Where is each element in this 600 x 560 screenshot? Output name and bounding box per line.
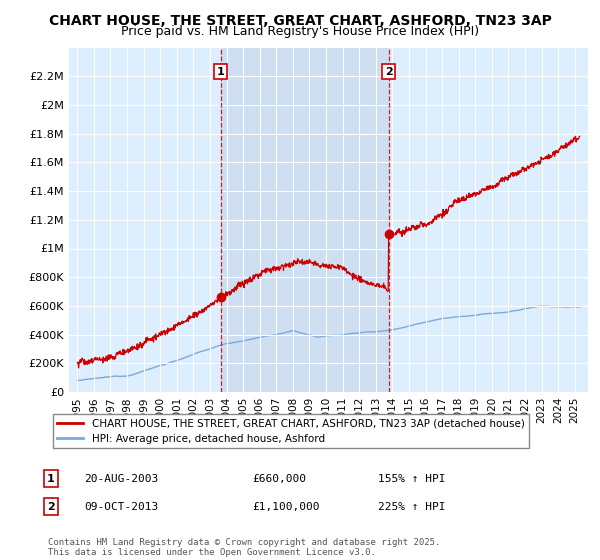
Text: Price paid vs. HM Land Registry's House Price Index (HPI): Price paid vs. HM Land Registry's House … — [121, 25, 479, 38]
Bar — [221, 48, 389, 392]
Text: 2: 2 — [47, 502, 55, 512]
Text: 155% ↑ HPI: 155% ↑ HPI — [378, 474, 445, 484]
Text: 2: 2 — [385, 67, 392, 77]
Text: 1: 1 — [47, 474, 55, 484]
Text: 1: 1 — [217, 67, 224, 77]
Text: 20-AUG-2003: 20-AUG-2003 — [84, 474, 158, 484]
Text: £1,100,000: £1,100,000 — [252, 502, 320, 512]
Text: 225% ↑ HPI: 225% ↑ HPI — [378, 502, 445, 512]
Text: £660,000: £660,000 — [252, 474, 306, 484]
Text: Contains HM Land Registry data © Crown copyright and database right 2025.
This d: Contains HM Land Registry data © Crown c… — [48, 538, 440, 557]
Text: CHART HOUSE, THE STREET, GREAT CHART, ASHFORD, TN23 3AP: CHART HOUSE, THE STREET, GREAT CHART, AS… — [49, 14, 551, 28]
Text: 09-OCT-2013: 09-OCT-2013 — [84, 502, 158, 512]
Legend: CHART HOUSE, THE STREET, GREAT CHART, ASHFORD, TN23 3AP (detached house), HPI: A: CHART HOUSE, THE STREET, GREAT CHART, AS… — [53, 414, 529, 448]
